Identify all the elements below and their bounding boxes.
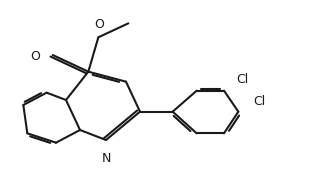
Text: O: O bbox=[95, 19, 104, 31]
Text: Cl: Cl bbox=[253, 95, 265, 108]
Text: Cl: Cl bbox=[236, 73, 249, 86]
Text: N: N bbox=[101, 152, 111, 165]
Text: O: O bbox=[30, 50, 40, 63]
